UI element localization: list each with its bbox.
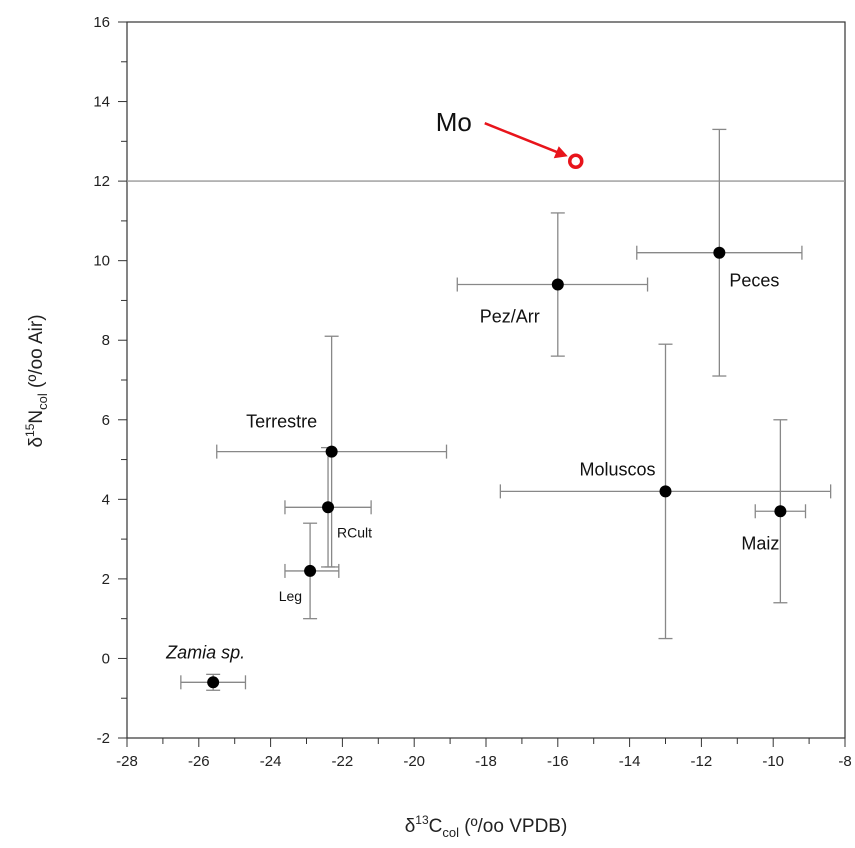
zamia-sp-label: Zamia sp.	[165, 642, 245, 662]
y-tick-label: 12	[93, 173, 110, 190]
y-tick-label: 2	[102, 571, 110, 588]
highlight-marker: Mo	[436, 107, 584, 169]
y-tick-label: 6	[102, 412, 110, 429]
error-bars	[180, 128, 832, 691]
y-tick-label: 0	[102, 650, 110, 667]
y-tick-label: -2	[97, 730, 110, 747]
y-tick-label: 16	[93, 14, 110, 31]
pez-arr-label: Pez/Arr	[480, 307, 540, 327]
terrestre-label: Terrestre	[246, 412, 317, 432]
x-tick-label: -20	[403, 753, 425, 770]
x-tick-label: -18	[475, 753, 497, 770]
y-tick-label: 10	[93, 253, 110, 270]
pez-arr-point	[551, 278, 564, 291]
plot-border	[126, 21, 846, 739]
peces-label: Peces	[729, 271, 779, 291]
highlight-arrow-shaft	[484, 122, 561, 155]
terrestre-point	[325, 445, 338, 458]
x-tick-label: -12	[691, 753, 713, 770]
y-tick-label: 8	[102, 332, 110, 349]
x-tick-label: -14	[619, 753, 641, 770]
rcult-label: RCult	[337, 524, 372, 540]
zamia-sp-point	[207, 676, 220, 689]
rcult-point	[322, 501, 335, 514]
y-tick-label: 14	[93, 94, 110, 111]
data-points	[207, 246, 787, 689]
x-tick-label: -26	[188, 753, 210, 770]
x-axis-title: δ13Ccol (º/oo VPDB)	[405, 813, 568, 840]
x-tick-label: -10	[762, 753, 784, 770]
x-tick-label: -16	[547, 753, 569, 770]
point-labels: Zamia sp. Leg RCult Terrestre Pez/Arr Peces Mo…	[165, 271, 779, 663]
x-tick-label: -22	[332, 753, 354, 770]
leg-label: Leg	[279, 588, 302, 604]
x-tick-label: -24	[260, 753, 282, 770]
maiz-label: Maiz	[741, 533, 779, 553]
leg-point	[304, 564, 317, 577]
moluscos-label: Moluscos	[579, 459, 655, 479]
highlight-point	[568, 153, 584, 169]
highlight-label: Mo	[436, 107, 472, 137]
peces-point	[713, 246, 726, 259]
y-tick-label: 4	[102, 491, 110, 508]
x-axis-ticks: -28 -26 -24 -22 -20 -18 -16 -14 -12 -10 -8	[116, 738, 852, 770]
y-axis-ticks: -2 0 2 4 6 8 10 12 14 16	[93, 14, 127, 747]
y-axis-title: δ15Ncol (º/oo Air)	[23, 314, 50, 447]
moluscos-point	[659, 485, 672, 498]
x-tick-label: -28	[116, 753, 138, 770]
highlight-arrow-head	[553, 146, 568, 159]
plot-frame	[126, 21, 846, 739]
x-tick-label: -8	[838, 753, 851, 770]
maiz-point	[774, 505, 787, 518]
